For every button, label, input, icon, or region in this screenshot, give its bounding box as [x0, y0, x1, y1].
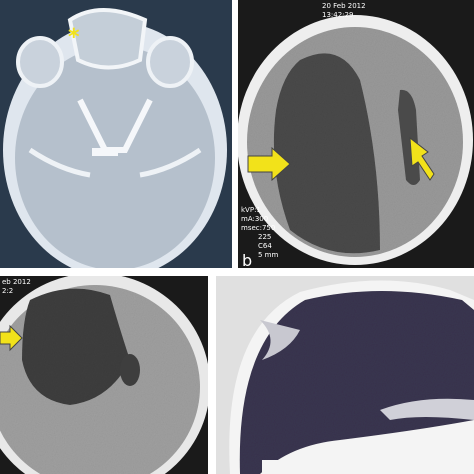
scan-param: 225	[258, 233, 271, 241]
bone	[262, 460, 312, 474]
cyst	[239, 291, 474, 474]
petrous-bone	[28, 147, 202, 178]
cyst	[273, 53, 380, 254]
date: 20 Feb 2012	[322, 2, 366, 10]
scan-param: kVP:1	[241, 206, 261, 214]
time: 13:42:29	[322, 11, 353, 19]
brain	[15, 46, 215, 268]
marker: *	[68, 25, 80, 50]
cyst	[22, 288, 130, 405]
panel-d	[216, 276, 474, 474]
panel-c: eb 2012 2:2	[0, 276, 208, 474]
scan-param: C64	[258, 242, 272, 250]
septum	[260, 320, 300, 360]
time: 2:2	[2, 287, 13, 295]
ventricle	[120, 354, 140, 386]
scan-param: msec:750	[241, 224, 275, 232]
arrow	[409, 136, 435, 181]
date: eb 2012	[2, 278, 31, 286]
orbit	[16, 36, 64, 88]
orbit	[146, 36, 194, 88]
panel-label: b	[242, 251, 252, 270]
sella	[92, 148, 118, 156]
frontal-mass	[67, 8, 148, 70]
panel-b: 20 Feb 2012 13:42:29 kVP:1 mA:300 msec:7…	[238, 0, 474, 270]
arrow	[0, 324, 23, 352]
panel-a: *	[0, 0, 232, 268]
scan-param: 5 mm	[258, 251, 278, 259]
arrow	[247, 146, 291, 182]
septum	[380, 398, 474, 420]
scan-param: mA:300	[241, 215, 268, 223]
